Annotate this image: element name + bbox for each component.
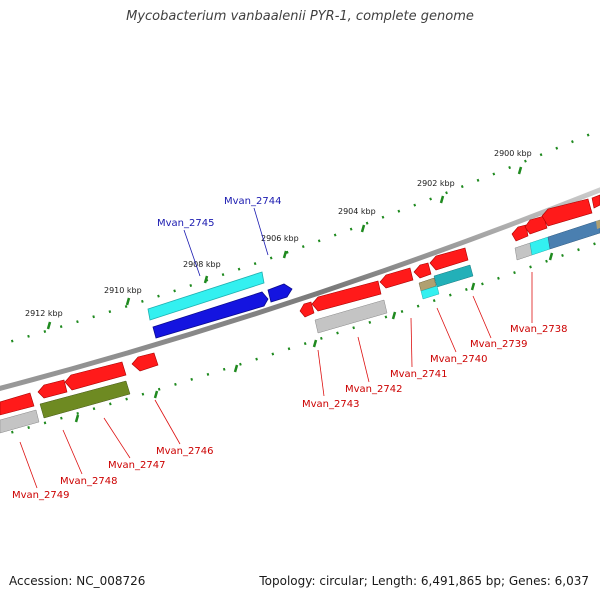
- gene-mvan-2738d-arrow[interactable]: [591, 194, 600, 209]
- gene-mvan-2748-arrow[interactable]: [37, 379, 68, 399]
- gene-mvan-2738-steelblue: [547, 219, 600, 250]
- scale-label-2902: 2902 kbp: [417, 179, 455, 188]
- gene-label-mvan-2746[interactable]: Mvan_2746: [156, 446, 213, 457]
- forward-leader-lines: [183, 207, 269, 277]
- gene-mvan-2738-arrow[interactable]: [511, 224, 529, 242]
- gene-label-mvan-2747[interactable]: Mvan_2747: [108, 460, 165, 471]
- reverse-features: [0, 194, 600, 434]
- genome-backbone: [0, 187, 600, 391]
- gene-mvan-2738-olive: [596, 220, 600, 229]
- gene-mvan-2738-grey: [514, 242, 533, 261]
- gene-mvan-2738-cyan: [529, 236, 551, 256]
- forward-features: [147, 271, 293, 339]
- gene-mvan-2747-arrow[interactable]: [64, 361, 127, 391]
- gene-mvan-2745-arrow[interactable]: [152, 291, 269, 339]
- scale-label-2904: 2904 kbp: [338, 207, 376, 216]
- gene-mvan-2742-arrow[interactable]: [379, 267, 414, 289]
- genome-title: Mycobacterium vanbaalenii PYR-1, complet…: [126, 9, 474, 24]
- gene-label-mvan-2739[interactable]: Mvan_2739: [470, 339, 527, 350]
- gene-mvan-2740-cyan: [420, 285, 440, 300]
- gene-mvan-2746-arrow[interactable]: [131, 352, 159, 372]
- scale-label-2908: 2908 kbp: [183, 260, 221, 269]
- reverse-leader-lines: [19, 272, 533, 489]
- gene-mvan-2745-feature[interactable]: [147, 271, 265, 321]
- gene-label-mvan-2745[interactable]: Mvan_2745: [157, 218, 214, 229]
- gene-label-mvan-2740[interactable]: Mvan_2740: [430, 354, 487, 365]
- gene-mvan-2738c-arrow[interactable]: [541, 198, 593, 227]
- accession-label: Accession: NC_008726: [9, 574, 146, 588]
- gene-label-mvan-2742[interactable]: Mvan_2742: [345, 384, 402, 395]
- genome-summary: Topology: circular; Length: 6,491,865 bp…: [259, 574, 589, 588]
- gene-label-mvan-2741[interactable]: Mvan_2741: [390, 369, 447, 380]
- gene-mvan-2739-feature: [433, 264, 474, 288]
- gene-mvan-2744-arrow[interactable]: [267, 283, 293, 303]
- gene-label-mvan-2744[interactable]: Mvan_2744: [224, 196, 281, 207]
- gene-mvan-2749-arrow[interactable]: [0, 392, 35, 416]
- scale-label-2906: 2906 kbp: [261, 234, 299, 243]
- scale-label-2910: 2910 kbp: [104, 286, 142, 295]
- gene-mvan-2739-arrow[interactable]: [429, 247, 469, 271]
- gene-mvan-2743-arrow[interactable]: [299, 301, 315, 318]
- gene-mvan-2741-arrow[interactable]: [413, 262, 432, 279]
- gene-mvan-2747-olive: [39, 380, 131, 419]
- gene-mvan-2742-grey: [314, 299, 388, 334]
- outer-major-ticks: [46, 166, 523, 330]
- gene-label-mvan-2738[interactable]: Mvan_2738: [510, 324, 567, 335]
- gene-label-mvan-2748[interactable]: Mvan_2748: [60, 476, 117, 487]
- gene-mvan-2740-olive: [418, 277, 437, 292]
- gene-label-mvan-2743[interactable]: Mvan_2743: [302, 399, 359, 410]
- gene-mvan-2742b-arrow[interactable]: [311, 280, 382, 312]
- outer-scale-track: [0, 128, 600, 346]
- gene-label-mvan-2749[interactable]: Mvan_2749: [12, 490, 69, 501]
- gene-mvan-2749-grey: [0, 409, 40, 434]
- scale-label-2900: 2900 kbp: [494, 149, 532, 158]
- inner-major-ticks: [74, 252, 554, 423]
- scale-label-2912: 2912 kbp: [25, 309, 63, 318]
